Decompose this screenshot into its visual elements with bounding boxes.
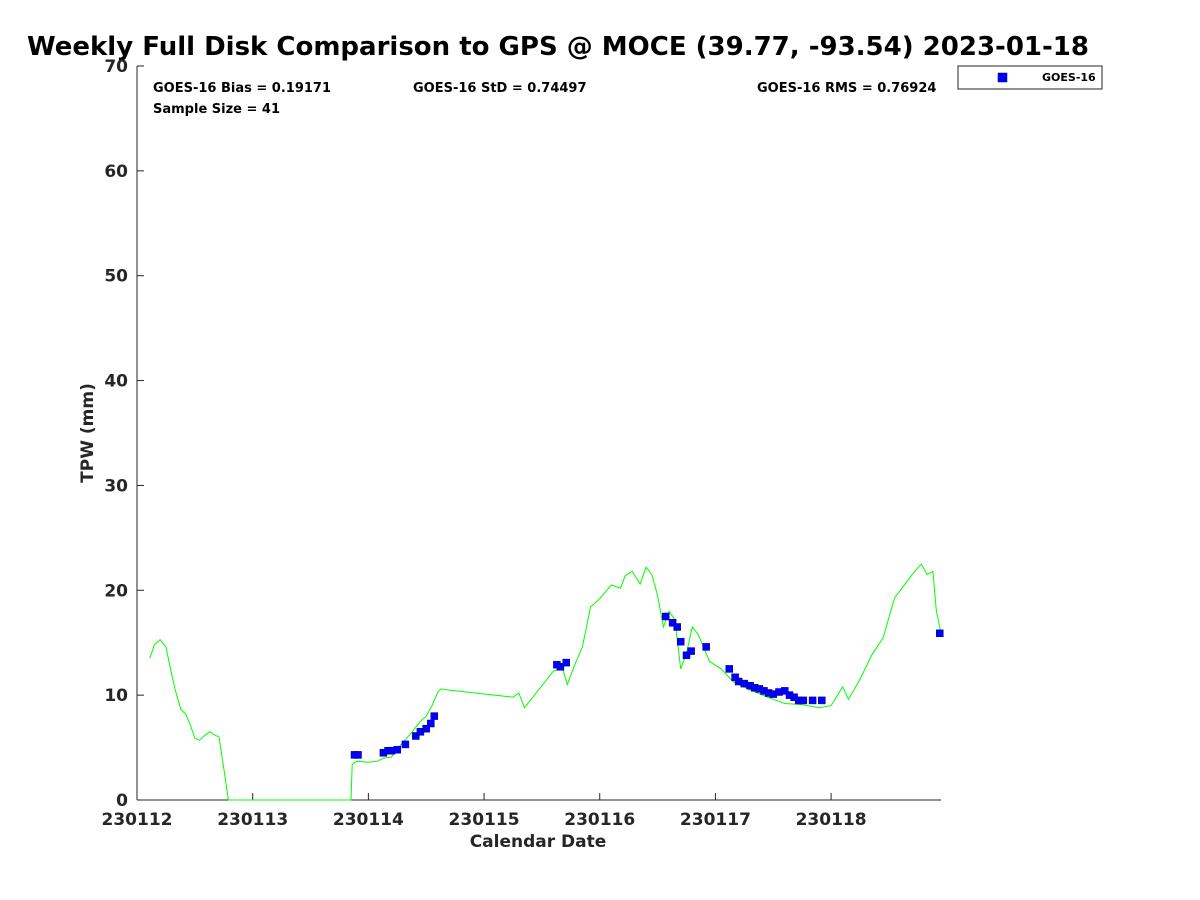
chart-title: Weekly Full Disk Comparison to GPS @ MOC…: [27, 32, 1089, 62]
goes16-point: [781, 687, 789, 695]
y-tick-label: 10: [104, 686, 128, 706]
goes16-point: [556, 663, 565, 671]
goes16-point: [427, 719, 435, 728]
goes16-point: [702, 643, 710, 651]
goes16-point: [354, 751, 362, 759]
goes16-point: [676, 637, 685, 646]
sample-size-stat: Sample Size = 41: [153, 102, 280, 117]
std-stat: GOES-16 StD = 0.74497: [413, 81, 587, 96]
rms-stat: GOES-16 RMS = 0.76924: [757, 81, 936, 96]
x-tick-label: 230118: [796, 810, 867, 830]
goes16-point: [808, 696, 817, 705]
goes16-point: [818, 696, 826, 705]
legend-box: [957, 65, 1103, 90]
bias-stat: GOES-16 Bias = 0.19171: [153, 81, 331, 96]
y-tick-label: 70: [104, 57, 128, 77]
legend-label: GOES-16: [1042, 71, 1096, 84]
goes16-point: [562, 658, 570, 667]
goes16-point: [682, 651, 691, 660]
legend: GOES-16: [957, 65, 1103, 90]
goes16-point: [725, 665, 734, 673]
goes16-point: [799, 696, 808, 705]
goes16-point: [393, 745, 402, 754]
goes16-point: [430, 712, 439, 720]
goes16-point: [412, 732, 420, 740]
goes16-point: [687, 647, 695, 655]
y-axis-label: TPW (mm): [78, 383, 98, 483]
x-tick-label: 230115: [449, 810, 520, 830]
goes16-point: [401, 740, 410, 749]
goes16-point: [673, 623, 681, 631]
x-ticks: 230112 230113 230114 230115 230116 230117 2301…: [102, 793, 867, 830]
goes16-point: [422, 724, 430, 733]
goes16-point: [668, 619, 677, 627]
y-tick-label: 50: [104, 267, 128, 287]
x-axis-label: Calendar Date: [470, 832, 607, 852]
x-tick-label: 230116: [564, 810, 635, 830]
x-tick-label: 230117: [680, 810, 751, 830]
y-ticks: 0 10 20 30 40 50 60 70: [104, 57, 144, 811]
y-tick-label: 0: [116, 791, 128, 811]
legend-marker: [997, 72, 1008, 83]
gps-tpw-line: [149, 563, 942, 801]
goes16-point: [936, 629, 944, 638]
series-layer: [149, 563, 944, 801]
goes16-point: [661, 612, 670, 621]
y-tick-label: 20: [104, 581, 128, 601]
x-tick-label: 230114: [333, 810, 404, 830]
y-tick-label: 30: [104, 476, 128, 496]
y-tick-label: 60: [104, 162, 128, 182]
y-tick-label: 40: [104, 372, 128, 392]
x-tick-label: 230112: [102, 810, 173, 830]
x-tick-label: 230113: [217, 810, 288, 830]
